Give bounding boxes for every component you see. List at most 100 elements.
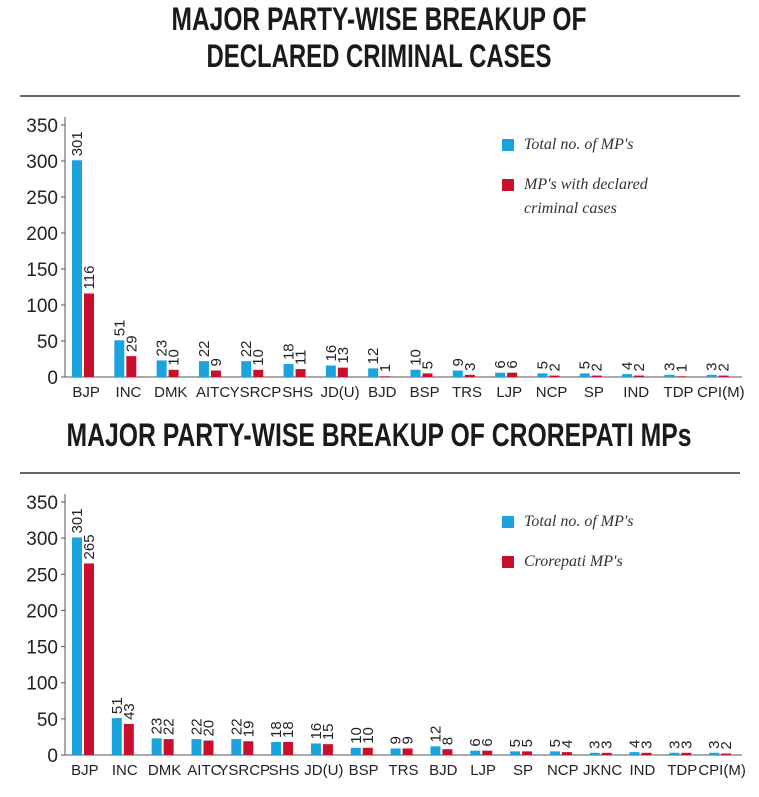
bar bbox=[622, 374, 633, 377]
bar bbox=[591, 375, 602, 377]
bar bbox=[325, 365, 336, 377]
x-tick-label: JKNC bbox=[583, 762, 622, 779]
data-label: 51 bbox=[111, 320, 128, 337]
bar bbox=[151, 738, 162, 755]
bar bbox=[589, 752, 600, 755]
legend-entry: MP's with declared criminal cases bbox=[524, 176, 648, 217]
data-label: 265 bbox=[81, 534, 98, 559]
data-label: 13 bbox=[335, 347, 352, 364]
data-label: 20 bbox=[200, 720, 217, 737]
data-label: 9 bbox=[450, 358, 467, 366]
legend-swatch bbox=[502, 556, 514, 568]
y-tick-label: 150 bbox=[26, 638, 58, 659]
x-tick-label: YSRCP bbox=[230, 384, 282, 401]
legend-label: Total no. of MP's bbox=[524, 136, 634, 153]
y-tick-label: 0 bbox=[47, 368, 58, 389]
bar bbox=[579, 373, 590, 377]
data-label: 1 bbox=[377, 364, 394, 372]
y-tick-label: 100 bbox=[26, 674, 58, 695]
bar bbox=[380, 376, 391, 377]
bar bbox=[422, 373, 433, 377]
data-label: 3 bbox=[639, 740, 656, 748]
data-label: 10 bbox=[408, 349, 425, 366]
y-tick-label: 300 bbox=[26, 529, 58, 550]
data-label: 10 bbox=[348, 727, 365, 744]
data-label: 8 bbox=[439, 737, 456, 745]
bar bbox=[283, 741, 294, 755]
x-tick-label: SP bbox=[513, 762, 533, 779]
x-tick-label: SHS bbox=[282, 384, 313, 401]
bar bbox=[191, 739, 202, 755]
bar bbox=[84, 293, 94, 377]
data-label: 3 bbox=[666, 740, 683, 748]
x-tick-label: TDP bbox=[664, 384, 694, 401]
data-label: 16 bbox=[308, 723, 325, 740]
x-tick-label: JD(U) bbox=[320, 384, 359, 401]
data-label: 2 bbox=[718, 741, 735, 749]
bar bbox=[470, 750, 481, 755]
y-tick-label: 350 bbox=[26, 116, 58, 137]
data-label: 11 bbox=[293, 350, 310, 366]
x-tick-label: JD(U) bbox=[304, 762, 343, 779]
bar bbox=[271, 741, 282, 755]
bar bbox=[629, 752, 640, 755]
data-label: 3 bbox=[704, 362, 721, 370]
bar bbox=[495, 372, 506, 377]
bar bbox=[634, 375, 645, 377]
chart-title: MAJOR PARTY-WISE BREAKUP OF bbox=[172, 1, 587, 37]
x-tick-label: BJD bbox=[368, 384, 397, 401]
bar bbox=[718, 375, 729, 377]
bar bbox=[283, 364, 294, 377]
legend-label: Crorepati MP's bbox=[524, 553, 623, 570]
x-tick-label: AITC bbox=[187, 762, 221, 779]
bar bbox=[84, 563, 94, 755]
x-tick-label: BJP bbox=[71, 762, 99, 779]
bar bbox=[681, 752, 692, 755]
bar bbox=[241, 361, 252, 377]
data-label: 9 bbox=[400, 736, 417, 744]
x-tick-label: NCP bbox=[536, 384, 568, 401]
data-label: 18 bbox=[281, 343, 298, 360]
legend-swatch bbox=[502, 516, 514, 528]
bar bbox=[709, 752, 720, 755]
bar bbox=[114, 340, 125, 377]
data-label: 3 bbox=[706, 740, 723, 748]
data-label: 3 bbox=[462, 362, 479, 370]
bar bbox=[231, 739, 242, 755]
data-label: 22 bbox=[228, 718, 245, 735]
data-label: 1 bbox=[673, 364, 690, 372]
bar bbox=[601, 752, 612, 755]
data-label: 301 bbox=[69, 131, 86, 156]
data-label: 5 bbox=[507, 739, 524, 747]
bar bbox=[522, 751, 533, 755]
bar bbox=[430, 746, 441, 755]
bar bbox=[72, 537, 82, 755]
data-label: 9 bbox=[208, 358, 225, 366]
bar bbox=[368, 368, 379, 377]
bar bbox=[295, 369, 306, 377]
y-tick-label: 200 bbox=[26, 224, 58, 245]
x-tick-label: AITC bbox=[196, 384, 230, 401]
x-tick-label: SHS bbox=[269, 762, 300, 779]
legend-swatch bbox=[502, 179, 514, 191]
y-tick-label: 350 bbox=[26, 493, 58, 514]
data-label: 6 bbox=[492, 360, 509, 368]
x-tick-label: LJP bbox=[496, 384, 522, 401]
legend-label: Total no. of MP's bbox=[524, 513, 634, 530]
bar bbox=[126, 356, 137, 377]
data-label: 16 bbox=[323, 345, 340, 362]
data-label: 22 bbox=[161, 718, 178, 735]
bar bbox=[111, 718, 122, 755]
y-tick-label: 300 bbox=[26, 152, 58, 173]
data-label: 3 bbox=[599, 740, 616, 748]
bar bbox=[452, 370, 463, 377]
data-label: 12 bbox=[365, 348, 382, 365]
data-label: 19 bbox=[240, 721, 257, 738]
x-tick-label: TRS bbox=[389, 762, 419, 779]
data-label: 5 bbox=[534, 361, 551, 369]
data-label: 5 bbox=[577, 361, 594, 369]
x-tick-label: YSRCP bbox=[218, 762, 270, 779]
data-label: 3 bbox=[678, 740, 695, 748]
legend-label: MP's with declared criminal cases bbox=[524, 176, 648, 217]
